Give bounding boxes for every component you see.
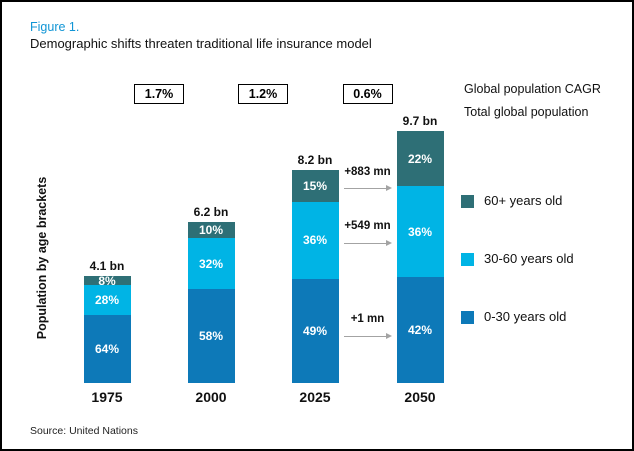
y-axis-label: Population by age brackets bbox=[35, 176, 49, 340]
legend-swatch-1 bbox=[461, 195, 474, 208]
total-label-1975: 4.1 bn bbox=[89, 259, 125, 274]
cagr-box-2: 1.2% bbox=[238, 84, 288, 104]
bar-2050: 22% 36% 42% bbox=[396, 130, 444, 383]
total-label-2050: 9.7 bn bbox=[402, 113, 438, 128]
figure-number: Figure 1. bbox=[30, 20, 80, 34]
segment-0-30-years-old-1975: 64% bbox=[83, 314, 131, 383]
arrow-head bbox=[385, 185, 392, 191]
legend-swatch-3 bbox=[461, 311, 474, 324]
year-label-1975: 1975 bbox=[91, 389, 123, 405]
segment-30-60-years-old-2000: 32% bbox=[187, 237, 235, 290]
segment-0-30-years-old-2025: 49% bbox=[291, 278, 339, 383]
arrow-line bbox=[343, 188, 387, 189]
year-label-2000: 2000 bbox=[195, 389, 227, 405]
cagr-box-3: 0.6% bbox=[342, 84, 393, 104]
source-note: Source: United Nations bbox=[30, 425, 138, 437]
legend-label-1: 60+ years old bbox=[484, 193, 563, 208]
segment-0-30-years-old-2050: 42% bbox=[396, 277, 444, 383]
segment-30-60-years-old-1975: 28% bbox=[83, 284, 131, 315]
annotation-label-1: +883 mn bbox=[344, 166, 391, 178]
segment-30-60-years-old-2050: 36% bbox=[396, 186, 444, 278]
legend-header-total: Total global population bbox=[464, 105, 589, 119]
arrow-line bbox=[343, 243, 387, 244]
bar-2025: 15% 36% 49% bbox=[291, 169, 339, 383]
year-label-2050: 2050 bbox=[404, 389, 436, 405]
segment-60+-years-old-2025: 15% bbox=[291, 169, 339, 202]
figure-title: Demographic shifts threaten traditional … bbox=[30, 36, 372, 51]
segment-60+-years-old-2050: 22% bbox=[396, 130, 444, 187]
annotation-arrow-icon-1 bbox=[343, 185, 392, 193]
segment-60+-years-old-1975: 8% bbox=[83, 275, 131, 286]
arrow-head bbox=[385, 240, 392, 246]
segment-0-30-years-old-2000: 58% bbox=[187, 289, 235, 383]
bar-1975: 8% 28% 64% bbox=[83, 275, 131, 383]
total-label-2000: 6.2 bn bbox=[193, 204, 229, 219]
arrow-head bbox=[385, 333, 392, 339]
legend-label-2: 30-60 years old bbox=[484, 251, 574, 266]
annotation-arrow-icon-2 bbox=[343, 240, 392, 248]
annotation-arrow-icon-3 bbox=[343, 333, 392, 341]
cagr-box-1: 1.7% bbox=[134, 84, 184, 104]
legend-swatch-2 bbox=[461, 253, 474, 266]
year-label-2025: 2025 bbox=[299, 389, 331, 405]
total-label-2025: 8.2 bn bbox=[297, 152, 333, 167]
annotation-label-2: +549 mn bbox=[344, 220, 391, 232]
arrow-line bbox=[343, 336, 387, 337]
segment-60+-years-old-2000: 10% bbox=[187, 221, 235, 238]
annotation-label-3: +1 mn bbox=[350, 313, 385, 325]
legend-header-cagr: Global population CAGR bbox=[464, 82, 601, 96]
legend-label-3: 0-30 years old bbox=[484, 309, 567, 324]
bar-2000: 10% 32% 58% bbox=[187, 221, 235, 383]
segment-30-60-years-old-2025: 36% bbox=[291, 201, 339, 279]
